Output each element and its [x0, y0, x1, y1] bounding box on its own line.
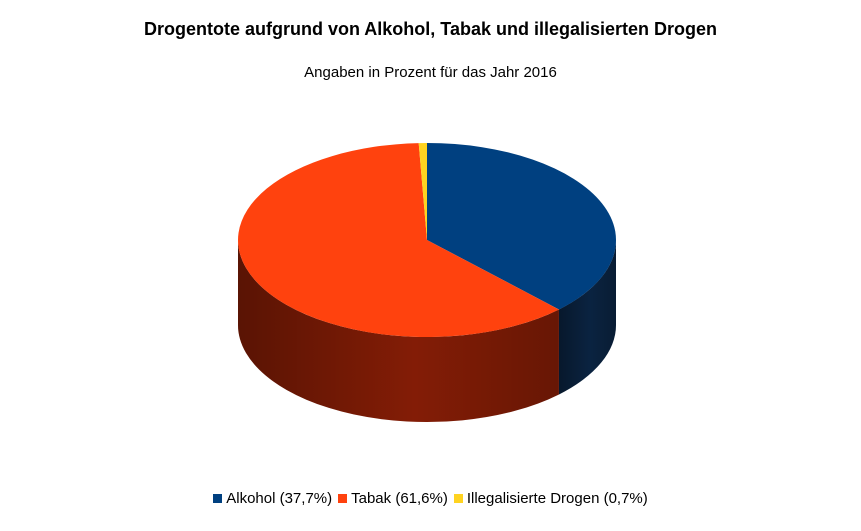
legend: Alkohol (37,7%) Tabak (61,6%) Illegalisi…: [0, 490, 861, 507]
pie-slice-alkohol: [427, 143, 617, 310]
pie-side-shade-alkohol: [558, 240, 616, 395]
pie-side-shade-tabak: [238, 240, 559, 423]
pie-slice-illegalisierte-drogen: [418, 142, 427, 240]
legend-label-tabak: Tabak (61,6%): [351, 490, 448, 507]
legend-label-alkohol: Alkohol (37,7%): [226, 490, 333, 507]
legend-item-illegalisierte-drogen: Illegalisierte Drogen (0,7%): [453, 490, 648, 507]
legend-swatch-tabak: [338, 494, 348, 503]
legend-label-illegalisierte-drogen: Illegalisierte Drogen (0,7%): [466, 490, 648, 507]
pie-sides: [238, 240, 616, 423]
legend-swatch-illegalisierte-drogen: [453, 494, 463, 503]
chart-title: Drogentote aufgrund von Alkohol, Tabak u…: [143, 19, 718, 39]
legend-swatch-alkohol: [213, 494, 223, 503]
legend-item-alkohol: Alkohol (37,7%): [213, 490, 332, 507]
chart-subtitle: Angaben in Prozent für das Jahr 2016: [304, 64, 557, 81]
legend-item-tabak: Tabak (61,6%): [338, 490, 448, 507]
pie-tops: [238, 142, 617, 337]
pie-slice-tabak: [238, 143, 559, 337]
